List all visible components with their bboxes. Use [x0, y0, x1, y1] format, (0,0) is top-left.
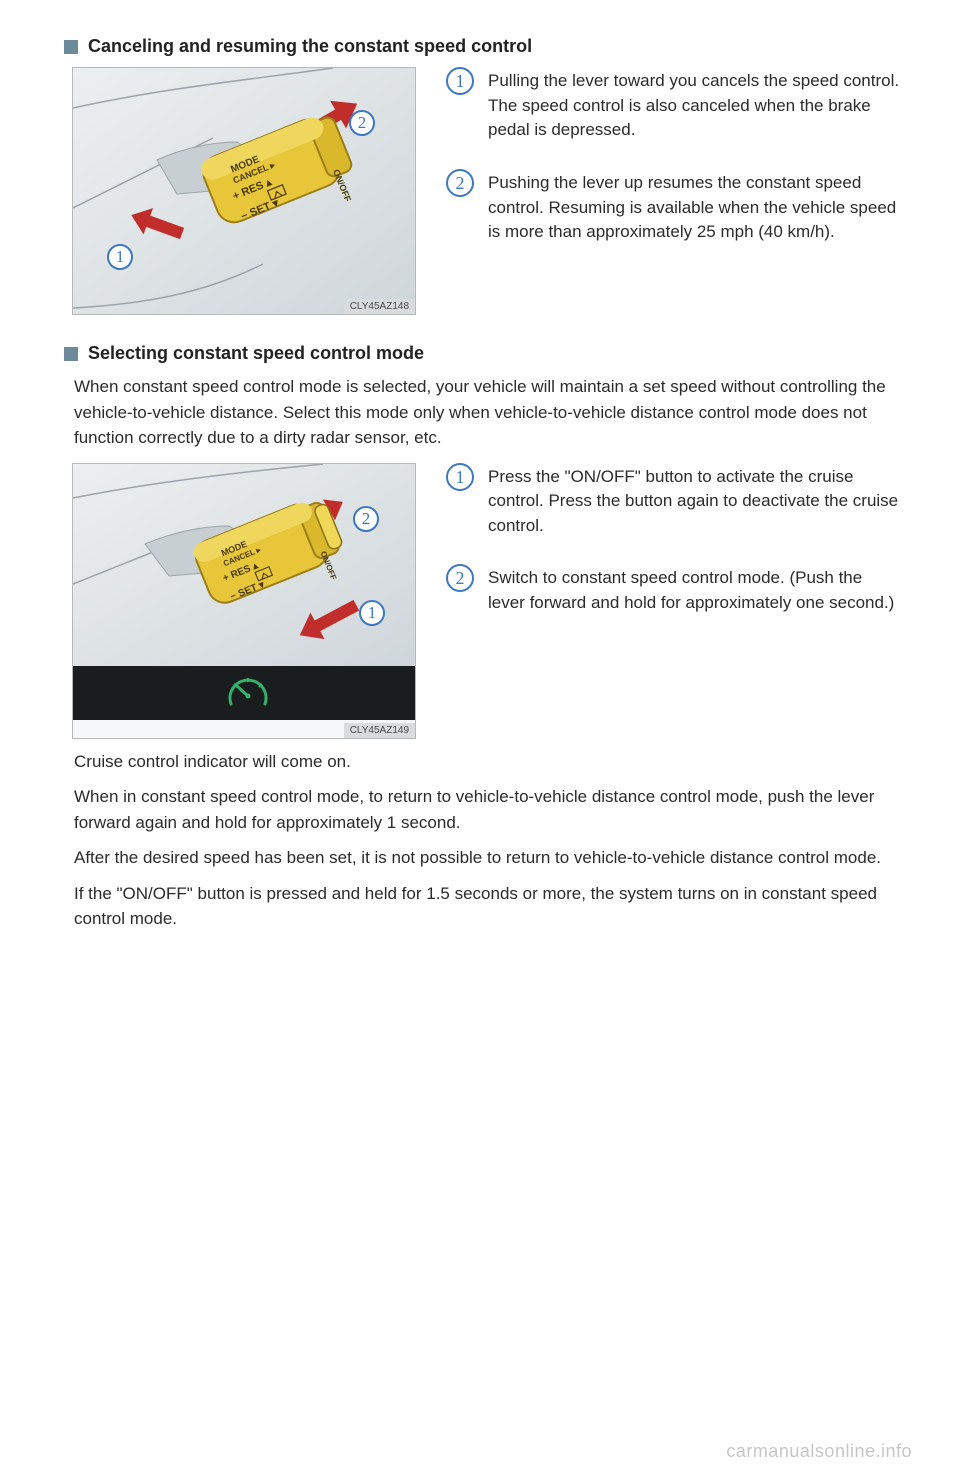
- numbered-bubble-icon: 1: [446, 463, 474, 491]
- list-item: 2 Switch to constant speed control mode.…: [488, 566, 900, 615]
- watermark: carmanualsonline.info: [726, 1441, 912, 1462]
- text-column: 1 Pulling the lever toward you cancels t…: [432, 67, 900, 273]
- square-bullet-icon: [64, 347, 78, 361]
- list-item: 1 Pulling the lever toward you cancels t…: [488, 69, 900, 143]
- figure-caption: CLY45AZ148: [344, 299, 415, 314]
- figure-label-1: 1: [359, 600, 385, 626]
- section-note: When constant speed control mode is sele…: [74, 374, 894, 451]
- stalk-illustration: MODE CANCEL ▸ + RES ▴ − SET ▾ ON/OFF: [73, 68, 416, 315]
- numbered-bubble-icon: 2: [446, 564, 474, 592]
- square-bullet-icon: [64, 40, 78, 54]
- section-heading: Canceling and resuming the constant spee…: [64, 36, 900, 57]
- figure-column: MODE CANCEL ▸ + RES ▴ − SET ▾ ON/OFF: [72, 463, 432, 739]
- page: Canceling and resuming the constant spee…: [0, 0, 960, 1484]
- numbered-bubble-icon: 2: [446, 169, 474, 197]
- section-row: MODE CANCEL ▸ + RES ▴ − SET ▾ ON/OFF: [60, 463, 900, 739]
- figure-constant-speed: MODE CANCEL ▸ + RES ▴ − SET ▾ ON/OFF: [72, 463, 416, 739]
- item-text: Pushing the lever up resumes the constan…: [488, 173, 896, 241]
- figure-label-2: 2: [353, 506, 379, 532]
- item-text: Pulling the lever toward you cancels the…: [488, 71, 899, 139]
- section-title: Canceling and resuming the constant spee…: [88, 36, 532, 57]
- item-text: Press the "ON/OFF" button to activate th…: [488, 467, 898, 535]
- section-constant-speed: Selecting constant speed control mode Wh…: [60, 343, 900, 932]
- cruise-indicator-icon: [225, 674, 271, 710]
- list-item: 1 Press the "ON/OFF" button to activate …: [488, 465, 900, 539]
- post-line: If the "ON/OFF" button is pressed and he…: [74, 881, 894, 932]
- section-row: MODE CANCEL ▸ + RES ▴ − SET ▾ ON/OFF 1 2…: [60, 67, 900, 315]
- figure-column: MODE CANCEL ▸ + RES ▴ − SET ▾ ON/OFF 1 2…: [72, 67, 432, 315]
- post-line: When in constant speed control mode, to …: [74, 784, 894, 835]
- figure-caption: CLY45AZ149: [344, 723, 415, 738]
- item-text: Switch to constant speed control mode. (…: [488, 568, 894, 612]
- figure-cancel-resume: MODE CANCEL ▸ + RES ▴ − SET ▾ ON/OFF 1 2…: [72, 67, 416, 315]
- section-cancel-resume: Canceling and resuming the constant spee…: [60, 36, 900, 315]
- list-item: 2 Pushing the lever up resumes the const…: [488, 171, 900, 245]
- figure-label-2: 2: [349, 110, 375, 136]
- figure-label-1: 1: [107, 244, 133, 270]
- post-line: After the desired speed has been set, it…: [74, 845, 894, 871]
- text-column: 1 Press the "ON/OFF" button to activate …: [432, 463, 900, 644]
- post-line: Cruise control indicator will come on.: [74, 749, 894, 775]
- section-title: Selecting constant speed control mode: [88, 343, 424, 364]
- section-heading: Selecting constant speed control mode: [64, 343, 900, 364]
- numbered-bubble-icon: 1: [446, 67, 474, 95]
